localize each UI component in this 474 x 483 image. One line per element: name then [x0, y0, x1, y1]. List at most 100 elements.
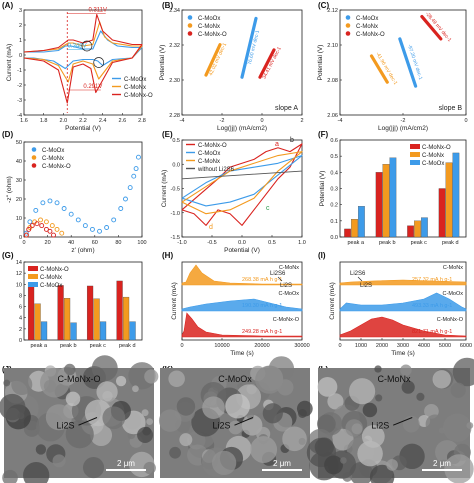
- nyquist-point: [39, 223, 45, 229]
- series-label: C-MoNx-O: [437, 317, 464, 323]
- series-label: C-MoOx: [279, 291, 300, 297]
- reaction-product: Li2S: [280, 283, 292, 289]
- voltage-gap-label: 0.348V: [68, 44, 87, 50]
- tafel-segment: [420, 14, 443, 41]
- panel-letter-d: (D): [2, 130, 13, 139]
- nyquist-point: [54, 200, 60, 206]
- capacity-label: 821.71 mA h g-1: [412, 329, 452, 335]
- sem-particle: [102, 406, 126, 430]
- slope-label: -28.49 mV dec-1: [424, 11, 453, 43]
- pointer-arrow: [393, 417, 413, 426]
- x-tick-label: 100: [137, 240, 146, 246]
- legend-label: C-MoNx-O: [42, 164, 71, 170]
- sem-particle: [297, 409, 307, 418]
- reaction-reactant: Li2S6: [350, 271, 366, 277]
- category-label: peak d: [442, 240, 459, 246]
- legend-marker: [345, 15, 351, 20]
- sem-particle: [401, 380, 415, 394]
- sem-particle: [91, 355, 118, 382]
- y-tick-label: 0.2: [330, 203, 338, 209]
- nyquist-point: [23, 232, 29, 238]
- sem-particle: [211, 450, 237, 476]
- bar: [445, 162, 453, 238]
- legend-label: C-MoNx-O: [198, 32, 227, 38]
- sem-image-j: C-MoNx-O Li2S 2 μm: [0, 355, 159, 483]
- bar: [452, 152, 460, 238]
- sem-particle: [361, 425, 385, 448]
- series-label: C-MoOx: [443, 291, 464, 297]
- y-tick-label: 40: [16, 159, 22, 165]
- sem-particle: [443, 413, 472, 442]
- panel-title: slope A: [275, 105, 298, 112]
- x-tick-label: 0: [260, 118, 263, 124]
- sem-particle: [262, 403, 283, 424]
- sem-particle: [144, 369, 159, 384]
- sem-particle: [35, 444, 47, 455]
- sem-image-k: C-MoOx Li2S 2 μm: [158, 356, 313, 478]
- peak-highlight-circle: [81, 40, 93, 52]
- nyquist-point: [23, 230, 29, 236]
- li2s-label: Li2S: [213, 421, 231, 431]
- y-tick-label: 0: [19, 338, 22, 344]
- legend-label: without Li2S6: [197, 167, 235, 173]
- legend-label: C-MoOx: [356, 16, 378, 22]
- nyquist-point: [49, 223, 55, 229]
- y-tick-label: -1.0: [171, 211, 180, 217]
- x-axis-label: Time (s): [391, 350, 415, 357]
- x-tick-label: 1.0: [298, 240, 306, 246]
- category-label: peak d: [119, 343, 136, 349]
- y-tick-label: -1.5: [171, 235, 180, 241]
- sem-particle: [348, 378, 376, 405]
- bar: [358, 206, 365, 238]
- x-tick-label: -4: [338, 118, 343, 124]
- x-tick-label: 0: [338, 343, 341, 349]
- peak-label: c: [266, 205, 270, 212]
- panel-letter-f: (F): [318, 130, 329, 139]
- sem-particle: [40, 367, 70, 398]
- deposition-area: [181, 312, 303, 338]
- y-tick-label: 0: [19, 235, 22, 241]
- x-tick-label: 20: [45, 240, 51, 246]
- legend-label: C-MoNx-O: [198, 143, 227, 149]
- y-tick-label: -0.5: [171, 187, 180, 193]
- sem-particle: [228, 420, 243, 435]
- x-tick-label: 80: [115, 240, 121, 246]
- sem-particle: [369, 464, 395, 483]
- y-tick-label: 2.10: [327, 43, 338, 49]
- bar: [122, 296, 130, 341]
- cv-curve: [23, 13, 143, 104]
- sem-particle: [250, 436, 278, 463]
- y-tick-label: 3: [19, 8, 22, 14]
- bar: [438, 188, 446, 238]
- sem-particle: [324, 455, 343, 475]
- bar: [382, 164, 390, 238]
- pointer-arrow: [234, 417, 254, 426]
- nyquist-point: [61, 206, 67, 211]
- sem-particle: [255, 365, 284, 394]
- bar: [414, 220, 421, 238]
- plot-frame-g: [23, 261, 143, 341]
- x-axis-label: Time (s): [230, 350, 254, 357]
- x-tick-label: -2: [401, 118, 406, 124]
- pointer-arrow: [78, 417, 98, 426]
- panel-letter-a: (A): [2, 1, 13, 10]
- x-tick-label: 20000: [254, 343, 269, 349]
- sem-image-l: C-MoNx Li2S 2 μm: [306, 357, 474, 483]
- sem-particle: [137, 426, 154, 443]
- sem-particle: [179, 433, 193, 447]
- sem-particle: [317, 376, 338, 397]
- category-label: peak a: [347, 240, 364, 246]
- tafel-segment: [398, 37, 418, 88]
- bar: [389, 157, 397, 238]
- legend-label: C-MoNx: [124, 85, 146, 91]
- sem-particle: [102, 390, 113, 402]
- x-tick-label: 4000: [418, 343, 430, 349]
- capacity-label: 493.33 mA h g-1: [412, 303, 452, 309]
- nyquist-point: [34, 221, 40, 227]
- legend-swatch: [28, 266, 38, 271]
- y-tick-label: 0.0: [172, 162, 180, 168]
- legend-label: C-MoNx-O: [40, 267, 69, 273]
- legend-label: C-MoNx: [198, 159, 220, 165]
- y-tick-label: 0: [19, 53, 22, 59]
- legend-label: C-MoNx: [356, 24, 378, 30]
